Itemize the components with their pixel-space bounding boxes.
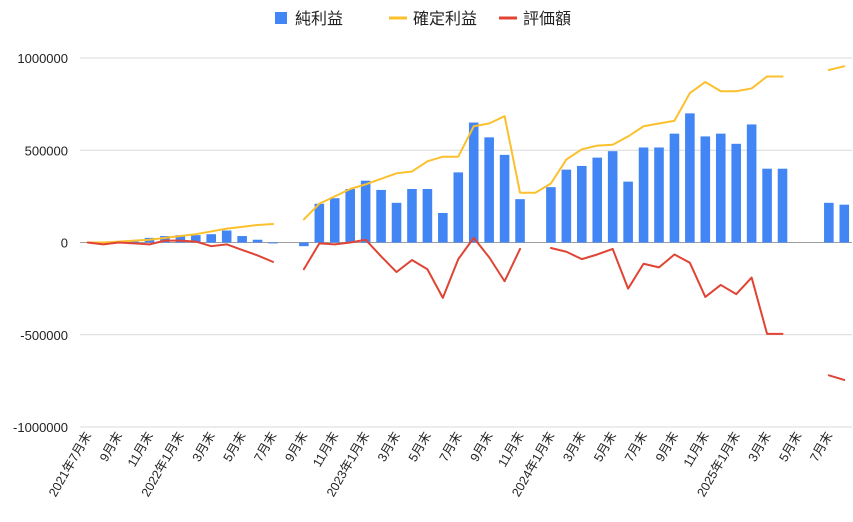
x-tick-label: 11月末	[681, 429, 712, 469]
bar-19	[376, 189, 386, 243]
x-tick-label: 7月末	[437, 429, 465, 464]
x-tick-label: 5月末	[591, 429, 619, 464]
bar-8	[206, 234, 217, 243]
bar-38	[669, 133, 680, 243]
bar-9	[221, 230, 232, 243]
x-tick-label: 11月末	[496, 429, 527, 469]
series-line-0	[86, 65, 846, 244]
x-tick-label: 5月末	[406, 429, 434, 464]
x-tick-label: 9月末	[653, 429, 681, 464]
bar-37	[654, 147, 664, 243]
bar-16	[329, 198, 340, 243]
bar-30	[546, 187, 556, 243]
x-tick-label: 11月末	[310, 429, 341, 469]
x-tick-label: 9月末	[282, 429, 310, 464]
legend-item: 評価額	[499, 10, 571, 28]
x-tick-label: 9月末	[468, 429, 496, 464]
y-tick-label: 0	[61, 236, 68, 251]
bar-27	[499, 154, 510, 243]
bar-43	[746, 124, 757, 243]
x-tick-label: 3月末	[560, 429, 588, 464]
bar-3	[129, 241, 139, 243]
bar-12	[268, 242, 278, 244]
bar-7	[191, 235, 201, 243]
bar-6	[175, 235, 186, 243]
bar-20	[391, 202, 402, 243]
x-tick-label: 7月末	[807, 429, 835, 464]
y-tick-label: 1000000	[17, 51, 68, 66]
x-tick-label: 9月末	[97, 429, 125, 464]
legend-label: 純利益	[295, 10, 343, 28]
x-tick-label: 2021年7月末	[46, 429, 95, 499]
bar-14	[299, 242, 309, 247]
bar-23	[438, 212, 448, 243]
y-axis: 1000000 500000 0 -500000 -1000000	[13, 51, 68, 435]
x-tick-label: 3月末	[375, 429, 403, 464]
legend-swatch	[275, 12, 287, 24]
y-tick-label: -1000000	[13, 420, 68, 435]
bar-25	[468, 122, 479, 243]
y-tick-label: 500000	[25, 143, 68, 158]
legend: 純利益 確定利益 評価額	[275, 10, 571, 28]
bar-5	[160, 236, 170, 243]
bar-11	[252, 239, 263, 243]
bar-33	[592, 157, 603, 243]
bar-18	[360, 180, 371, 243]
bar-40	[700, 136, 711, 243]
bar-49	[839, 204, 850, 243]
bar-41	[715, 133, 726, 243]
bar-48	[824, 202, 834, 243]
x-tick-label: 7月末	[251, 429, 279, 464]
x-tick-label: 11月末	[125, 429, 156, 469]
bar-36	[638, 147, 649, 243]
x-tick-label: 3月末	[190, 429, 218, 464]
bar-45	[777, 168, 788, 243]
bar-10	[237, 236, 247, 243]
bar-42	[731, 143, 741, 243]
x-tick-label: 5月末	[776, 429, 804, 464]
line-series	[86, 65, 846, 381]
bar-32	[577, 165, 587, 243]
bar-26	[484, 137, 494, 243]
bar-31	[561, 169, 572, 243]
bar-15	[314, 203, 325, 243]
y-tick-label: -500000	[20, 328, 68, 343]
bar-44	[762, 168, 772, 243]
x-tick-label: 5月末	[221, 429, 249, 464]
series-line-1	[86, 236, 846, 381]
legend-item: 確定利益	[389, 10, 477, 28]
bar-39	[685, 113, 695, 243]
bar-21	[407, 188, 417, 243]
bar-17	[345, 188, 355, 243]
legend-label: 評価額	[523, 10, 571, 28]
x-tick-label: 3月末	[746, 429, 774, 464]
legend-label: 確定利益	[413, 10, 477, 28]
bar-28	[515, 199, 525, 243]
x-tick-label: 7月末	[622, 429, 650, 464]
legend-item: 純利益	[275, 10, 343, 28]
bar-35	[623, 181, 633, 243]
bar-24	[453, 172, 464, 243]
bar-22	[422, 188, 433, 243]
bar-series	[113, 113, 850, 247]
bar-34	[607, 151, 618, 243]
